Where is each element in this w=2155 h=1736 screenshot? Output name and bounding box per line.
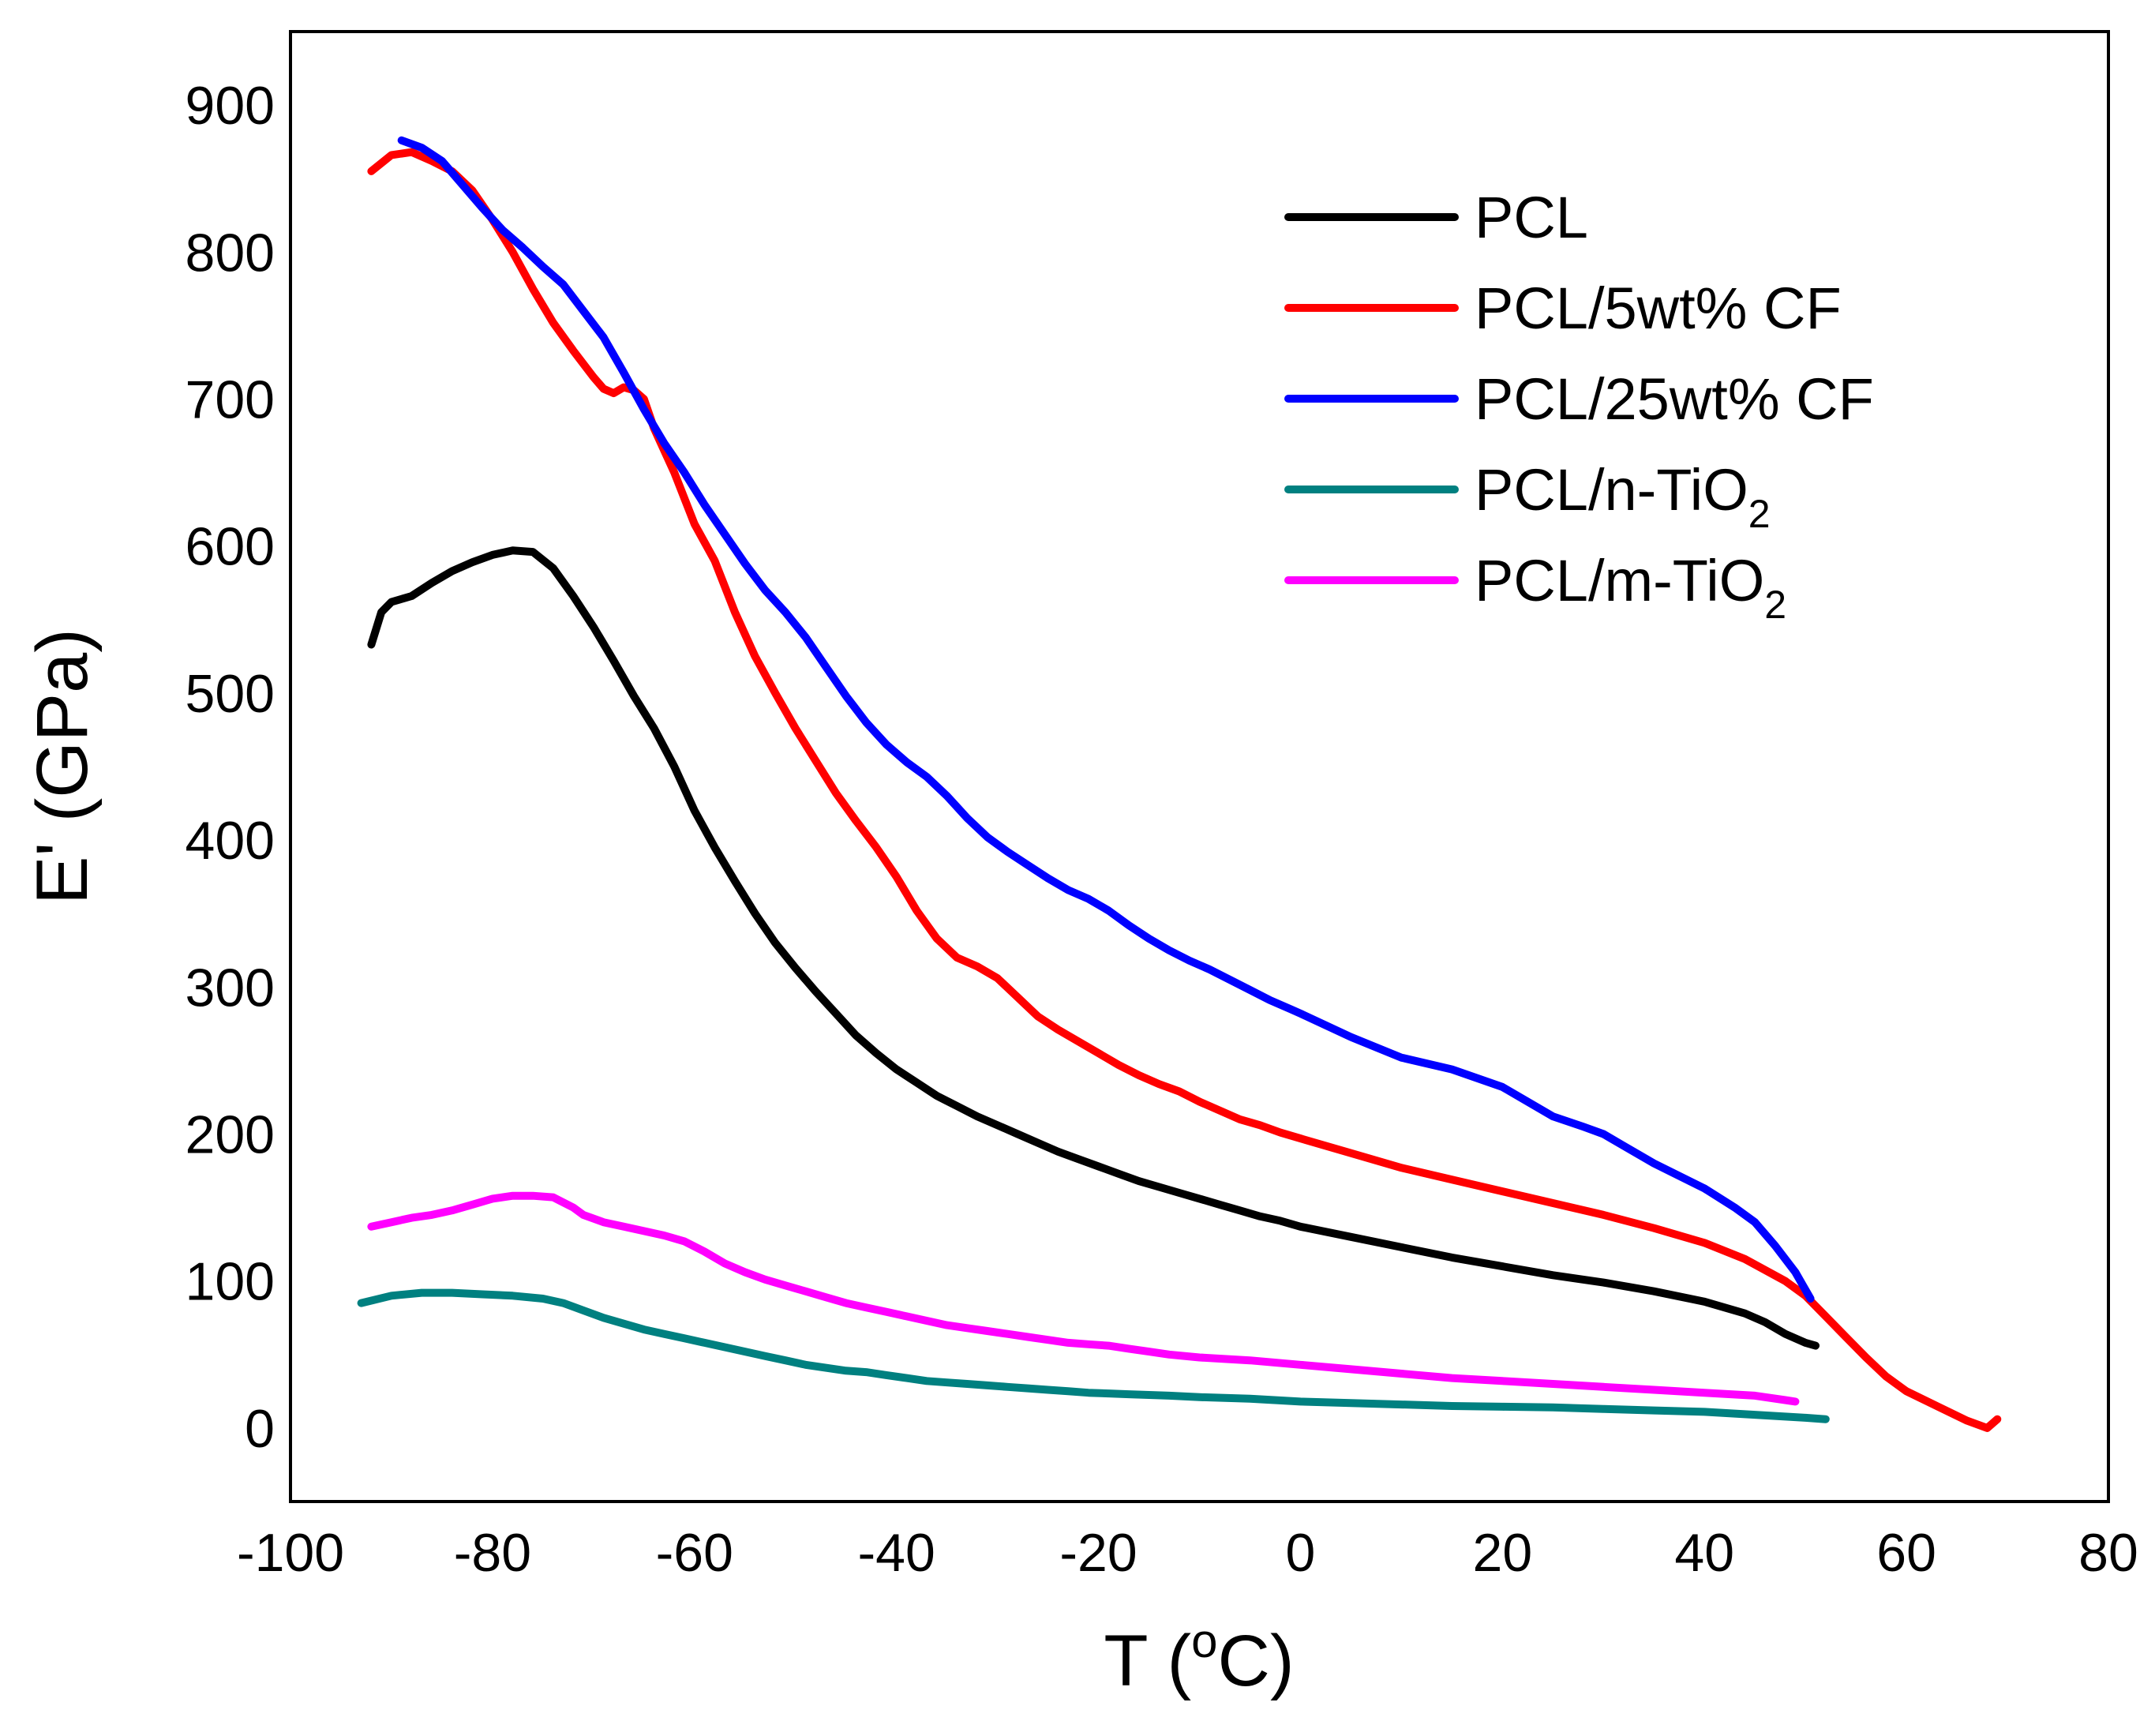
x-tick-label: 60 (1876, 1523, 1936, 1583)
y-tick-label: 600 (186, 517, 275, 577)
legend-label-subscript: 2 (1764, 583, 1786, 627)
legend-label-1: PCL/5wt% CF (1475, 276, 1842, 341)
x-axis-title-end: C) (1218, 1621, 1295, 1701)
x-axis-title: T (oC) (1104, 1614, 1294, 1701)
series-layer (357, 136, 2002, 1432)
y-tick-label: 900 (186, 76, 275, 136)
series-line-1 (367, 148, 2002, 1432)
y-tick-label: 100 (186, 1252, 275, 1312)
y-tick-label: 200 (186, 1105, 275, 1165)
series-line-4 (367, 1191, 1800, 1406)
legend-label-2: PCL/25wt% CF (1475, 366, 1874, 432)
x-tick-label: -80 (454, 1523, 531, 1583)
y-tick-label: 800 (186, 223, 275, 283)
x-tick-label: -60 (656, 1523, 733, 1583)
legend-label-main: PCL (1475, 185, 1588, 250)
y-tick-label: 700 (186, 370, 275, 430)
x-axis-title-superscript: o (1191, 1614, 1217, 1667)
x-tick-label: 0 (1286, 1523, 1316, 1583)
y-tick-label: 300 (186, 958, 275, 1018)
x-axis-title-main: T ( (1104, 1621, 1191, 1701)
x-tick-label: 20 (1473, 1523, 1533, 1583)
series-line-0 (367, 546, 1820, 1350)
legend-label-main: PCL/25wt% CF (1475, 366, 1874, 432)
y-axis-title: E' (GPa) (22, 628, 103, 905)
legend-label-main: PCL/n-TiO (1475, 457, 1748, 523)
x-tick-label: 40 (1674, 1523, 1734, 1583)
x-tick-label: -20 (1059, 1523, 1137, 1583)
legend-label-0: PCL (1475, 185, 1588, 250)
y-axis-ticks: 0 100 200 300 400 500 600 700 800 900 (186, 76, 275, 1459)
x-tick-label: -100 (237, 1523, 344, 1583)
series-line-2 (397, 136, 1815, 1303)
x-tick-label: 80 (2078, 1523, 2138, 1583)
series-line-3 (357, 1288, 1830, 1423)
legend-label-main: PCL/m-TiO (1475, 548, 1764, 613)
legend-label-4: PCL/m-TiO2 (1475, 548, 1786, 627)
x-axis-ticks: -100 -80 -60 -40 -20 0 20 40 60 80 (237, 1523, 2138, 1583)
legend-label-subscript: 2 (1748, 492, 1771, 536)
y-tick-label: 400 (186, 811, 275, 871)
y-tick-label: 500 (186, 664, 275, 724)
legend-label-main: PCL/5wt% CF (1475, 276, 1842, 341)
x-tick-label: -40 (858, 1523, 935, 1583)
legend-label-3: PCL/n-TiO2 (1475, 457, 1771, 536)
plot-frame (289, 30, 2110, 1503)
y-tick-label: 0 (245, 1399, 275, 1459)
